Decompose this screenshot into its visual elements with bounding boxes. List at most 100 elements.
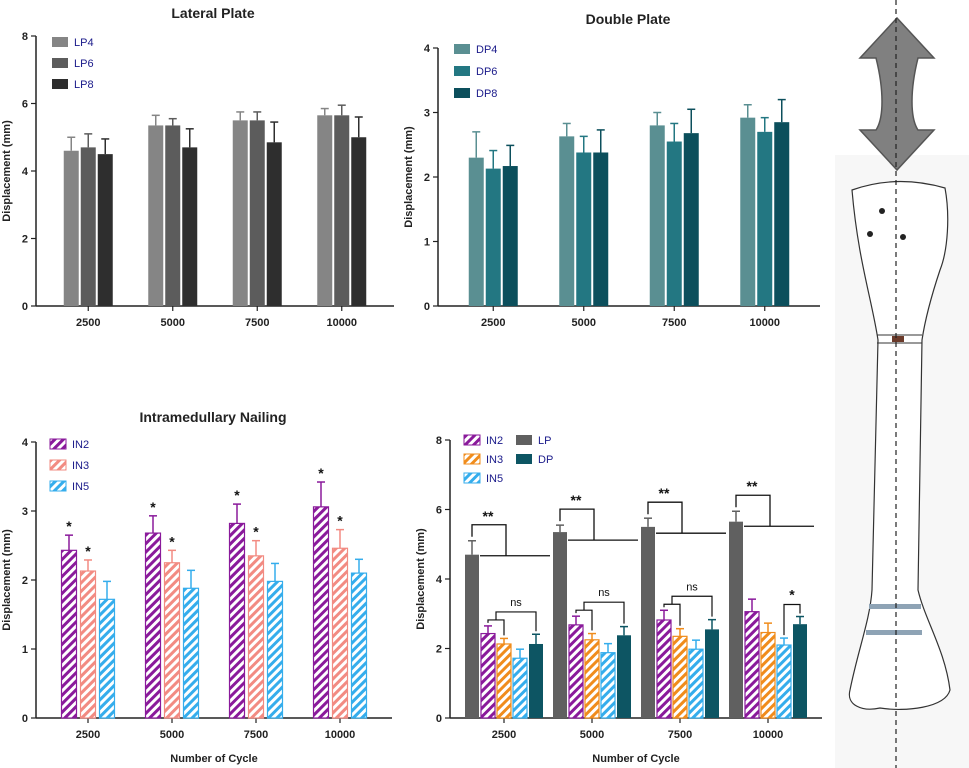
y-tick-label: 0 (436, 713, 442, 725)
y-tick-label: 0 (22, 713, 28, 725)
bar-in2 (480, 632, 496, 719)
fixation-band-1 (869, 604, 921, 609)
significance-star: * (337, 513, 343, 529)
bar-dp (793, 624, 807, 718)
bar-lp8 (351, 137, 367, 306)
bar-in3 (331, 547, 349, 719)
bar-in5 (266, 580, 284, 719)
bar-lp8 (182, 147, 198, 306)
x-tick-label: 10000 (749, 317, 780, 329)
y-tick-label: 2 (22, 234, 28, 246)
significance-bracket-main (471, 524, 550, 557)
x-tick-label: 2500 (481, 317, 505, 329)
bar-lp8 (266, 142, 282, 306)
y-axis-label: Displacement (mm) (415, 528, 427, 630)
y-axis-label: Displacement (mm) (1, 529, 13, 631)
legend-label-in2: IN2 (486, 435, 503, 447)
significance-bracket-secondary (487, 611, 537, 636)
legend-swatch-dp (516, 454, 532, 464)
y-axis-label: Displacement (mm) (403, 126, 415, 228)
bar-lp4 (63, 150, 79, 306)
bar-in3 (760, 631, 776, 719)
fracture-gap (892, 336, 904, 342)
significance-bracket-secondary (783, 603, 801, 636)
y-tick-label: 1 (424, 237, 430, 249)
bar-dp4 (468, 157, 484, 306)
x-tick-label: 7500 (668, 729, 692, 741)
legend-label-lp8: LP8 (74, 79, 94, 91)
bar-in5 (98, 598, 116, 719)
x-tick-label: 7500 (245, 317, 269, 329)
panel-lateral-plate: Lateral Plate 0 2 4 6 8 Displacement (mm) 2500 5… (1, 5, 394, 329)
fixation-band-2 (866, 630, 922, 635)
legend-swatch-dp6 (454, 66, 470, 76)
significance-bracket-main (647, 501, 726, 534)
bone-diagram (835, 0, 969, 768)
y-axis-label: Displacement (mm) (1, 120, 13, 222)
x-tick-label: 5000 (160, 729, 184, 741)
y-tick-label: 6 (22, 99, 28, 111)
bar-dp8 (774, 122, 790, 306)
chart-title: Intramedullary Nailing (139, 409, 286, 425)
bar-lp8 (97, 154, 113, 306)
bar-lp4 (232, 120, 248, 306)
significance-star: * (318, 465, 324, 481)
bar-in5 (350, 572, 368, 719)
screw-hole-3 (900, 234, 906, 240)
chart-title: Lateral Plate (171, 5, 254, 21)
bar-dp (529, 643, 543, 718)
panel-comparison: 0 2 4 6 8 Displacement (mm) Number of Cycle 250… (415, 434, 822, 765)
bar-lp4 (148, 125, 164, 306)
legend-label-in2: IN2 (72, 439, 89, 451)
y-tick-label: 2 (436, 644, 442, 656)
legend-swatch-in2 (49, 438, 67, 450)
bar-dp (617, 635, 631, 718)
legend-label-in5: IN5 (72, 481, 89, 493)
bar-in3 (672, 635, 688, 719)
bar-lp (729, 521, 743, 718)
legend-swatch-in2 (463, 434, 481, 446)
bar-dp6 (757, 131, 773, 306)
x-tick-label: 10000 (325, 729, 356, 741)
y-tick-label: 3 (424, 108, 430, 120)
legend-label-dp4: DP4 (476, 44, 497, 56)
y-tick-label: 0 (424, 301, 430, 313)
legend-swatch-in5 (463, 472, 481, 484)
significance-label-secondary: * (789, 587, 795, 603)
legend-swatch-in3 (463, 453, 481, 465)
x-tick-label: 5000 (580, 729, 604, 741)
bar-dp8 (683, 133, 699, 306)
x-axis-label: Number of Cycle (170, 753, 257, 765)
bar-in2 (656, 619, 672, 719)
bar-in2 (312, 506, 330, 719)
legend-label-dp6: DP6 (476, 66, 497, 78)
bar-lp4 (317, 115, 333, 306)
x-axis-label: Number of Cycle (592, 753, 679, 765)
bar-in3 (163, 562, 181, 719)
bar-in2 (228, 522, 246, 719)
significance-star: * (150, 499, 156, 515)
legend-swatch-lp (516, 435, 532, 445)
bar-in3 (584, 639, 600, 719)
y-tick-label: 0 (22, 301, 28, 313)
legend-label-in3: IN3 (486, 454, 503, 466)
legend-swatch-dp4 (454, 44, 470, 54)
bar-lp6 (249, 120, 265, 306)
bar-dp8 (593, 152, 609, 306)
y-tick-label: 4 (436, 574, 443, 586)
bar-in5 (512, 657, 528, 719)
significance-label-secondary: ns (598, 587, 610, 599)
y-tick-label: 6 (436, 505, 442, 517)
x-tick-label: 2500 (76, 729, 100, 741)
bar-in3 (496, 643, 512, 719)
panel-intramedullary-nailing: Intramedullary Nailing 0 1 2 3 4 Displacement … (1, 409, 392, 765)
bar-lp (641, 526, 655, 718)
x-tick-label: 10000 (753, 729, 784, 741)
significance-bracket-main (735, 494, 814, 527)
legend-swatch-lp4 (52, 37, 68, 47)
femur-outline (848, 180, 951, 710)
x-tick-label: 2500 (492, 729, 516, 741)
legend-label-in3: IN3 (72, 460, 89, 472)
bar-in5 (776, 644, 792, 719)
bar-in3 (247, 555, 265, 719)
